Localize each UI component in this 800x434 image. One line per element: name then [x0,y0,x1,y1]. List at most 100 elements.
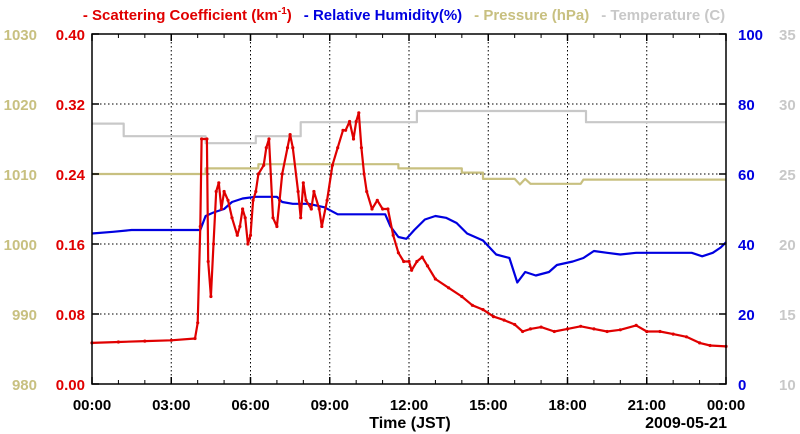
temperature-tick-label: 30 [779,97,796,114]
scattering-coefficient-point [291,146,295,150]
x-tick-label: 00:00 [707,397,745,414]
temperature-tick-label: 25 [779,167,796,184]
scattering-coefficient-point [264,146,268,150]
x-tick-label: 03:00 [152,397,190,414]
scattering-coefficient-point [246,242,250,246]
scattering-coefficient-point [275,224,279,229]
scattering-coefficient-point [241,207,245,211]
scattering-coefficient-point [645,329,649,334]
legend-entry-temp: Temperature (C) [610,7,725,24]
x-tick-label: 00:00 [73,397,111,414]
scattering-coefficient-point [299,216,303,220]
scattering-coefficient-point [491,315,496,319]
scattering-coefficient-point [238,224,242,229]
scattering-coefficient-point [256,172,260,176]
scattering-coefficient-point [196,321,200,325]
temperature-tick-label: 15 [779,307,796,324]
y-axes: 98099010001010102010300.000.080.160.240.… [4,27,796,394]
scattering-coefficient-point [370,207,374,211]
pressure-tick-label: 1020 [4,97,37,114]
scattering-coefficient-point [460,294,464,299]
legend-entry-rh: Relative Humidity(%) [313,7,462,24]
scattering-coefficient-point [235,233,239,237]
scattering-tick-label: 0.00 [56,377,85,394]
scattering-coefficient-point [304,198,308,202]
legend-entry-pres: Pressure (hPa) [483,7,589,24]
scattering-coefficient-point [671,332,675,336]
scattering-coefficient-point [634,323,638,327]
scattering-coefficient-point [359,146,363,150]
scattering-coefficient-point [420,255,424,259]
scattering-coefficient-point [301,181,305,185]
legend-marker: - [304,7,313,24]
scattering-coefficient-point [217,181,221,185]
scattering-coefficient-point [320,224,324,229]
scattering-coefficient-point [481,308,485,312]
scattering-coefficient-point [605,329,609,334]
scattering-coefficient-point [341,128,345,132]
scattering-coefficient-point [375,198,379,202]
x-tick-label: 12:00 [390,397,428,414]
x-tick-label: 06:00 [231,397,269,414]
scattering-coefficient-point [348,119,352,124]
scattering-tick-label: 0.32 [56,97,85,114]
scattering-coefficient-point [381,207,385,211]
scattering-coefficient-point [169,338,173,342]
scattering-tick-label: 0.40 [56,27,85,44]
scattering-coefficient-point [325,198,329,202]
scattering-coefficient-point [214,189,218,194]
scattering-coefficient-point [296,189,300,194]
scattering-coefficient-point [354,119,358,124]
legend-marker: - [601,7,610,24]
scattering-coefficient-point [209,294,213,299]
scattering-coefficient-point [351,137,356,141]
grid-lines [92,34,726,384]
scattering-coefficient-point [309,207,313,211]
scattering-coefficient-point [280,172,284,176]
scattering-coefficient-point [193,336,197,341]
temperature-tick-label: 35 [779,27,796,44]
x-tick-label: 09:00 [311,397,349,414]
scattering-coefficient-point [391,233,395,237]
scattering-coefficient-point [539,325,543,329]
pressure-line [92,163,726,186]
scattering-coefficient-line [91,111,727,348]
humidity-tick-label: 0 [738,377,746,394]
scattering-coefficient-point [200,137,204,141]
scattering-coefficient-point [336,146,340,150]
scattering-coefficient-point [357,111,361,115]
scattering-coefficient-point [708,343,712,348]
scattering-coefficient-point [143,339,147,343]
scattering-tick-label: 0.16 [56,237,85,254]
scattering-coefficient-point [579,324,583,328]
temperature-line [92,109,726,145]
scattering-coefficient-point [222,189,226,194]
scattering-coefficient-point [365,189,369,194]
pressure-tick-label: 1010 [4,167,37,184]
legend-entry-tail: ) [287,7,292,24]
pressure-tick-label: 990 [12,307,37,324]
scattering-coefficient-point [402,259,406,264]
series-layer [90,109,728,348]
temperature-tick-label: 20 [779,237,796,254]
scattering-coefficient-point [362,172,366,176]
scattering-coefficient-point [219,207,223,211]
date-label: 2009-05-21 [645,415,727,432]
scattering-coefficient-point [396,251,400,255]
scattering-coefficient-point [528,327,533,331]
scattering-coefficient-point [271,216,275,220]
scattering-coefficient-point [230,216,234,220]
legend-superscript: -1 [278,6,287,17]
legend-marker: - [83,7,92,24]
scattering-coefficient-point [278,198,282,202]
scattering-coefficient-point [618,328,622,332]
legend: - Scattering Coefficient (km-1) - Relativ… [83,6,725,24]
pressure-tick-label: 980 [12,377,37,394]
humidity-tick-label: 100 [738,27,763,44]
scattering-coefficient-point [410,268,414,272]
scattering-coefficient-point [312,189,316,194]
relative-humidity-line [91,195,727,284]
scattering-coefficient-point [513,322,517,327]
scattering-coefficient-point [267,137,271,141]
